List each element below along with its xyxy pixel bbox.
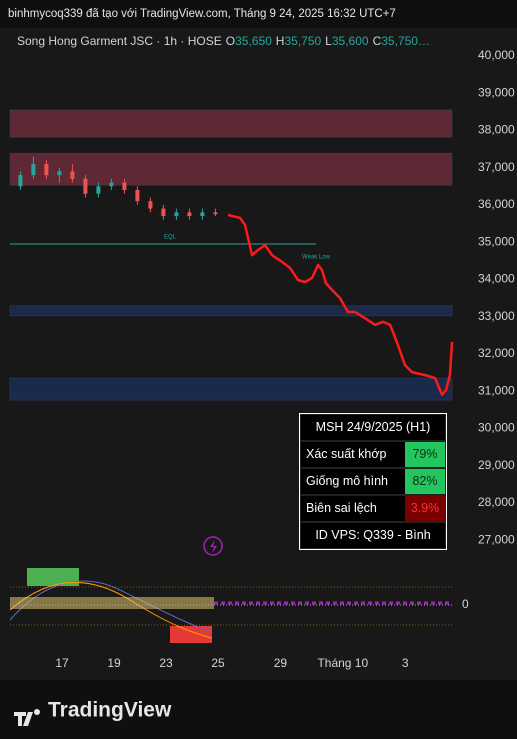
y-tick-label: 34,000 — [478, 272, 515, 286]
y-tick-label: 38,000 — [478, 123, 515, 137]
candle-body — [83, 178, 88, 194]
x-tick-label: 17 — [55, 656, 69, 670]
header-text: binhmycoq339 đã tạo với TradingView.com,… — [8, 8, 396, 20]
ohlc-value: 35,600 — [331, 34, 369, 48]
ohlc-key: C — [372, 34, 382, 48]
ohlc-value: 35,650 — [235, 34, 272, 48]
zone — [9, 305, 453, 317]
y-tick-label: 36,000 — [478, 197, 515, 211]
zone — [9, 377, 453, 401]
candle-body — [96, 186, 101, 194]
forecast-line — [227, 213, 454, 397]
annotation: Weak Low — [302, 255, 331, 261]
x-tick-label: Tháng 10 — [317, 656, 368, 670]
candle-body — [161, 208, 166, 217]
x-tick-label: 23 — [159, 656, 173, 670]
stats-panel: MSH 24/9/2025 (H1) Xác suất khớp 79% Giốn… — [299, 413, 447, 550]
y-tick-label: 31,000 — [478, 383, 515, 397]
candle-body — [109, 182, 114, 187]
osc-line — [9, 580, 213, 633]
annotation: EQL — [164, 235, 177, 241]
row-label: Giống mô hình — [306, 474, 388, 488]
row-value: 3.9% — [405, 496, 445, 521]
panel-row: Biên sai lệch 3.9% — [300, 495, 446, 522]
candle-body — [213, 212, 218, 215]
ohlc-key: O — [225, 34, 236, 48]
candle-body — [31, 163, 36, 176]
y-tick-label: 39,000 — [478, 85, 515, 99]
candle-body — [44, 163, 49, 176]
symbol-title: Song Hong Garment JSC · 1h · HOSE — [17, 34, 222, 48]
zone — [9, 109, 453, 138]
legend: Song Hong Garment JSC · 1h · HOSE O35,650… — [17, 34, 430, 48]
ohlc-value: 35,750… — [381, 34, 430, 48]
row-value: 79% — [405, 442, 445, 467]
panel-row: Giống mô hình 82% — [300, 468, 446, 495]
x-tick-label: 25 — [211, 656, 225, 670]
y2-tick-label: 0 — [462, 597, 469, 611]
zone — [9, 152, 453, 186]
x-tick-label: 3 — [402, 656, 409, 670]
panel-footer: ID VPS: Q339 - Bình — [300, 522, 446, 549]
candle-body — [135, 190, 140, 202]
candle-body — [148, 201, 153, 209]
header-bar — [0, 0, 517, 28]
y-tick-label: 33,000 — [478, 309, 515, 323]
panel-row: Xác suất khớp 79% — [300, 441, 446, 468]
row-label: Xác suất khớp — [306, 447, 387, 461]
candle-body — [18, 175, 23, 187]
ohlc-key: H — [275, 34, 285, 48]
candle-body — [70, 171, 75, 179]
x-tick-label: 19 — [107, 656, 121, 670]
panel-title: MSH 24/9/2025 (H1) — [300, 414, 446, 441]
osc-strip — [10, 597, 214, 609]
y-tick-label: 30,000 — [478, 421, 515, 435]
event-icon-bolt — [210, 540, 217, 553]
row-label: Biên sai lệch — [306, 501, 377, 515]
y-tick-label: 32,000 — [478, 346, 515, 360]
candle-body — [200, 212, 205, 217]
candle-body — [122, 182, 127, 191]
y-tick-label: 40,000 — [478, 48, 515, 62]
brand-logo — [14, 709, 40, 726]
ohlc-value: 35,750 — [284, 34, 322, 48]
brand-name: TradingView — [48, 699, 172, 722]
ohlc: O35,650 H35,750 L35,600 C35,750… — [222, 34, 430, 48]
candle-body — [187, 212, 192, 217]
y-tick-label: 28,000 — [478, 495, 515, 509]
y-tick-label: 29,000 — [478, 458, 515, 472]
candle-body — [57, 171, 62, 176]
y-tick-label: 27,000 — [478, 532, 515, 546]
candle-body — [174, 212, 179, 217]
row-value: 82% — [405, 469, 445, 494]
event-icon — [203, 536, 223, 556]
x-tick-label: 29 — [274, 656, 288, 670]
ohlc-key: L — [325, 34, 332, 48]
y-tick-label: 37,000 — [478, 160, 515, 174]
y-tick-label: 35,000 — [478, 234, 515, 248]
osc-zone-down — [170, 626, 212, 643]
osc-zone-up — [27, 568, 79, 586]
